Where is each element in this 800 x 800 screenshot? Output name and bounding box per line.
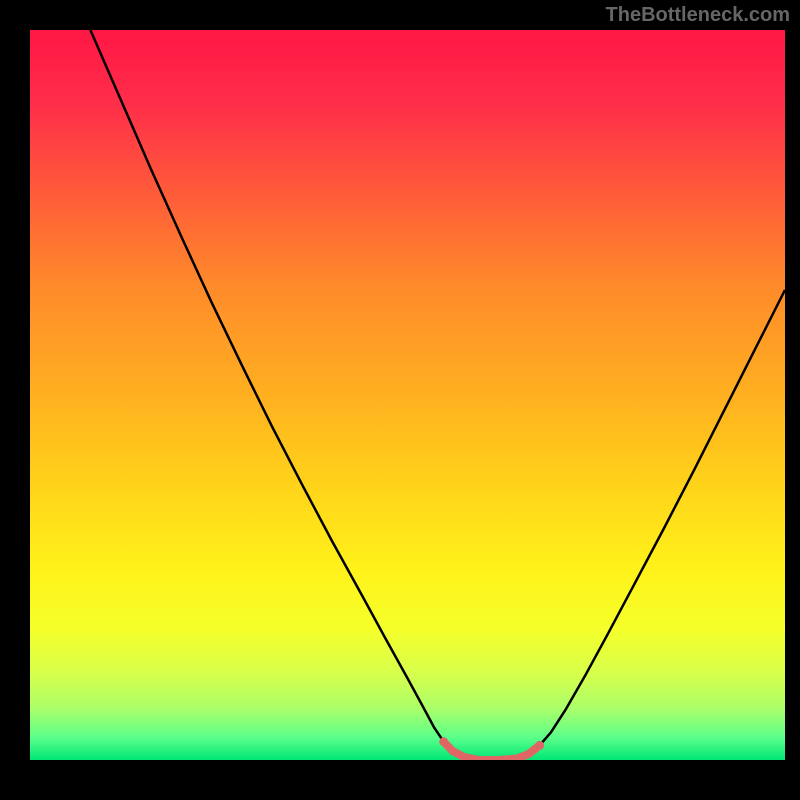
watermark-text: TheBottleneck.com (606, 4, 790, 27)
optimal-range-highlight (444, 742, 540, 760)
plot-area (30, 30, 785, 760)
curve-layer (30, 30, 785, 760)
highlight-endpoint-right (535, 741, 544, 750)
bottleneck-curve (90, 30, 785, 760)
highlight-endpoint-left (439, 737, 448, 746)
